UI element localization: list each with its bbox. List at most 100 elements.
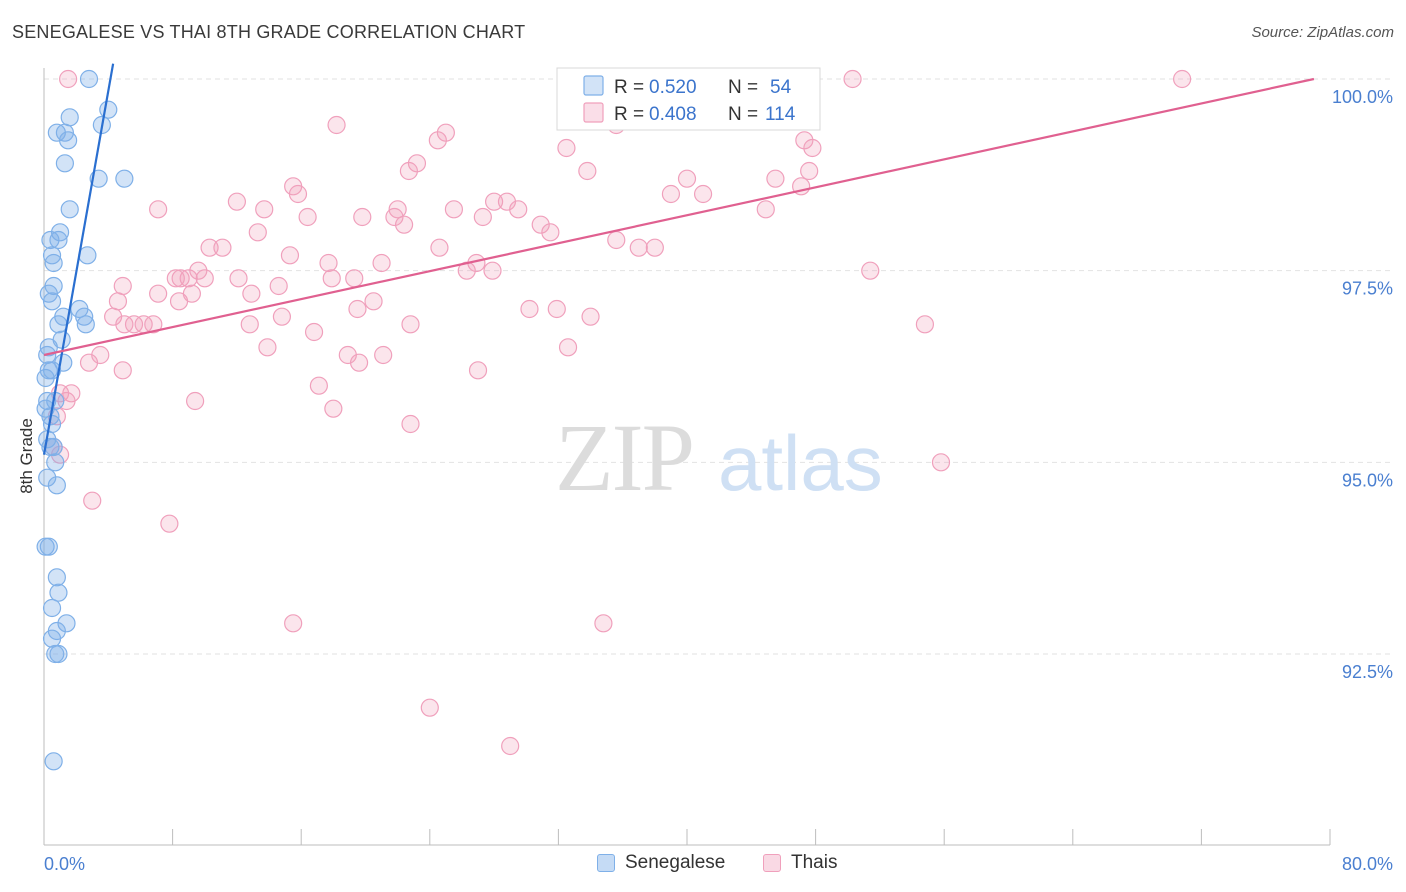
thais-point xyxy=(800,161,819,181)
x-axis-ticks xyxy=(43,829,1331,845)
senegalese-point xyxy=(38,468,57,487)
y-axis-tick-labels: 100.0% 97.5% 95.0% 92.5% xyxy=(1332,87,1393,682)
legend-swatch-senegalese xyxy=(583,75,604,96)
thais-point xyxy=(298,207,317,227)
thais-point xyxy=(213,238,232,257)
thais-point xyxy=(531,215,550,234)
thais-point xyxy=(160,514,179,533)
thais-point xyxy=(394,215,414,234)
thais-point xyxy=(269,276,288,296)
bottom-legend-swatch-thais xyxy=(763,854,781,872)
series-senegalese-points xyxy=(36,69,134,771)
thais-point xyxy=(364,292,383,311)
senegalese-point xyxy=(57,614,76,633)
thais-point xyxy=(79,353,99,372)
senegalese-point xyxy=(99,100,118,119)
bottom-legend: Senegalese Thais xyxy=(0,852,1406,878)
bottom-legend-swatch-senegalese xyxy=(597,854,615,872)
legend-n-label-thais: N = xyxy=(728,104,758,125)
x-tick-label-1: 80.0% xyxy=(1342,854,1393,874)
legend: R = 0.520 N = 54 R = 0.408 N = 114 xyxy=(556,67,821,131)
thais-point xyxy=(578,161,597,181)
thais-point xyxy=(186,391,205,411)
thais-point xyxy=(258,338,277,357)
thais-point xyxy=(227,192,246,211)
senegalese-point xyxy=(46,644,65,664)
thais-point xyxy=(693,184,713,204)
thais-point xyxy=(353,207,372,227)
legend-n-value-senegalese: 54 xyxy=(770,77,792,98)
x-tick-label-0: 0.0% xyxy=(44,854,85,874)
y-tick-label-0: 100.0% xyxy=(1332,87,1393,107)
thais-point xyxy=(108,292,128,311)
thais-point xyxy=(166,269,185,288)
trend-line-senegalese xyxy=(42,63,115,455)
senegalese-point xyxy=(39,338,58,357)
watermark-atlas: atlas xyxy=(718,419,883,507)
thais-point xyxy=(304,322,324,342)
thais-point xyxy=(401,315,420,334)
thais-point xyxy=(255,200,274,219)
senegalese-point xyxy=(55,154,74,173)
thais-point xyxy=(242,284,261,303)
thais-point xyxy=(430,238,449,257)
bottom-legend-senegalese: Senegalese xyxy=(597,852,725,874)
thais-point xyxy=(144,315,163,334)
thais-point xyxy=(629,238,648,257)
thais-point xyxy=(756,200,775,219)
senegalese-point xyxy=(44,752,63,771)
thais-point xyxy=(861,261,880,280)
thais-point xyxy=(179,269,198,288)
thais-point xyxy=(113,361,132,380)
senegalese-point xyxy=(42,598,62,618)
thais-point xyxy=(557,138,576,158)
x-axis-tick-labels: 0.0% 80.0% xyxy=(44,854,1393,874)
chart-source: Source: ZipAtlas.com xyxy=(1251,24,1394,41)
legend-r-value-senegalese: 0.520 xyxy=(649,77,697,98)
senegalese-point xyxy=(42,246,62,265)
thais-point xyxy=(229,269,248,288)
senegalese-point xyxy=(42,361,62,380)
thais-point xyxy=(182,284,201,303)
thais-point xyxy=(607,230,626,250)
thais-point xyxy=(319,253,338,273)
thais-point xyxy=(327,115,346,135)
senegalese-point xyxy=(39,537,58,556)
thais-point xyxy=(272,307,292,326)
senegalese-point xyxy=(44,253,63,273)
thais-point xyxy=(645,238,664,257)
y-tick-label-3: 92.5% xyxy=(1342,662,1393,682)
legend-swatch-thais xyxy=(583,102,604,123)
senegalese-point xyxy=(49,315,68,334)
thais-point xyxy=(843,69,862,89)
thais-point xyxy=(113,276,132,296)
legend-r-label-thais: R = xyxy=(614,104,644,125)
senegalese-point xyxy=(44,276,63,296)
trend-lines xyxy=(42,63,1315,455)
senegalese-point xyxy=(78,246,97,265)
legend-r-value-thais: 0.408 xyxy=(649,104,697,125)
thais-point xyxy=(349,353,369,372)
thais-point xyxy=(1173,69,1192,89)
senegalese-point xyxy=(42,629,62,648)
bottom-legend-label-senegalese: Senegalese xyxy=(625,852,726,873)
grid-lines xyxy=(44,78,1390,655)
thais-point xyxy=(401,414,420,434)
senegalese-point xyxy=(42,292,62,311)
thais-point xyxy=(915,315,935,334)
thais-point xyxy=(324,399,343,418)
thais-point xyxy=(372,253,391,273)
legend-n-value-thais: 114 xyxy=(765,104,796,125)
thais-point xyxy=(59,69,78,89)
thais-point xyxy=(374,345,393,365)
thais-point xyxy=(149,284,168,303)
thais-point xyxy=(541,223,560,242)
thais-point xyxy=(677,169,697,188)
thais-point xyxy=(485,192,504,211)
thais-point xyxy=(240,315,259,334)
thais-point xyxy=(385,207,404,227)
thais-point xyxy=(115,315,134,334)
bottom-legend-label-thais: Thais xyxy=(791,852,838,873)
thais-point xyxy=(581,307,600,326)
watermark: ZIP atlas xyxy=(555,404,883,511)
